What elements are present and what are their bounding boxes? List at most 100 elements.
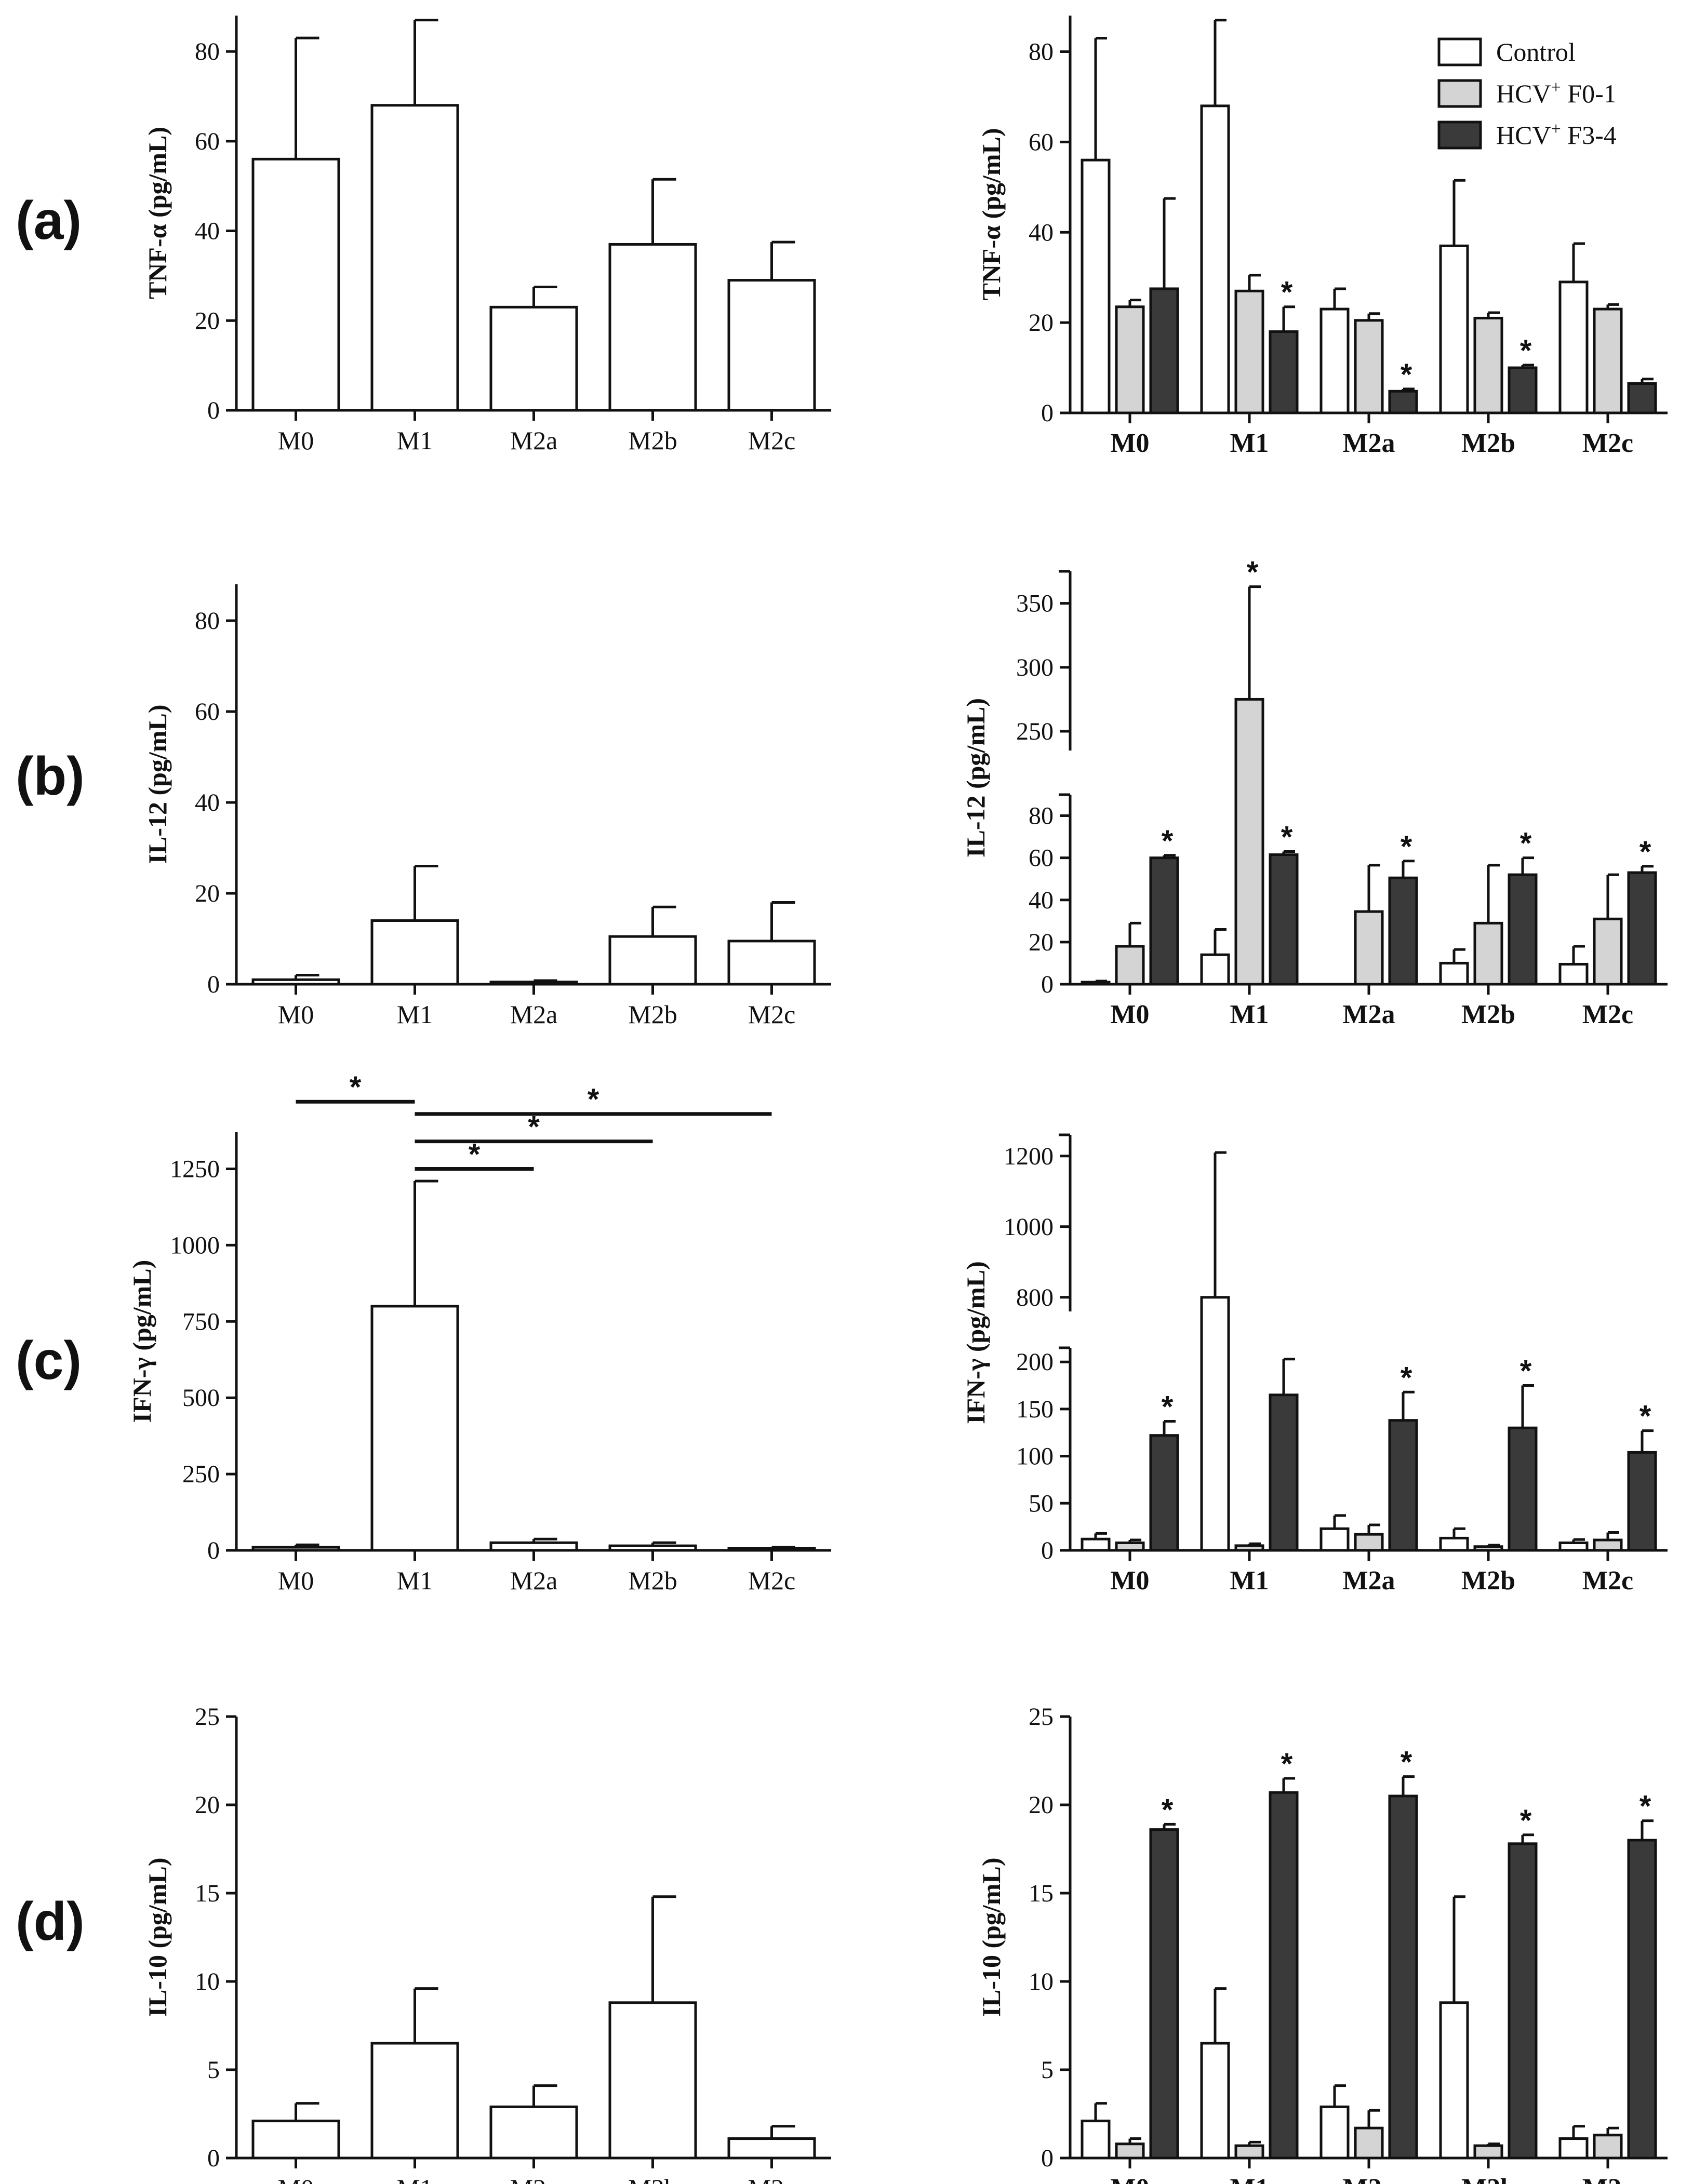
bar <box>1473 1545 1503 1552</box>
x-tick-label: M2a <box>510 1000 558 1029</box>
y-tick-label: 5 <box>1041 2056 1054 2084</box>
significance-star: * <box>1520 334 1532 368</box>
bar <box>489 305 578 412</box>
significance-star: * <box>1162 1793 1174 1827</box>
bar <box>1269 1394 1299 1552</box>
x-tick-label: M2c <box>1582 428 1633 458</box>
bar <box>1115 1541 1145 1552</box>
y-tick-label: 1200 <box>1004 1143 1054 1170</box>
panel-label-c: (c) <box>16 1331 82 1391</box>
y-tick-label: 0 <box>207 2145 220 2172</box>
significance-star: * <box>1281 821 1293 854</box>
y-tick-label: 0 <box>207 397 220 424</box>
y-tick-label: 15 <box>195 1880 220 1907</box>
bar <box>1439 961 1469 986</box>
y-tick-label: 10 <box>195 1968 220 1995</box>
bar <box>489 1541 578 1552</box>
bracket-star: * <box>588 1083 599 1117</box>
y-tick-label: 750 <box>182 1308 220 1335</box>
bar <box>1354 1533 1384 1552</box>
x-tick-label: M2b <box>628 426 677 455</box>
x-tick-label: M2a <box>1342 1000 1395 1029</box>
y-tick-label: 350 <box>1016 590 1054 618</box>
bar <box>1558 962 1589 986</box>
x-tick-label: M2c <box>748 1566 796 1595</box>
bar <box>1319 2105 1350 2160</box>
bar <box>251 2120 340 2160</box>
bracket-star: * <box>469 1138 481 1172</box>
bar <box>1200 104 1230 414</box>
x-tick-label: M1 <box>397 2174 433 2184</box>
bar <box>1558 2137 1589 2160</box>
x-tick-label: M2c <box>748 1000 796 1029</box>
y-tick-label: 5 <box>207 2056 220 2084</box>
chart-a-right: 0 20 40 60 80 TNF-α (pg/mL) M0 M1 * M2a * M2b * M2c Co… <box>977 16 1668 458</box>
x-tick-label: M2b <box>628 2174 677 2184</box>
y-tick-label: 80 <box>195 607 220 635</box>
panel-label-b: (b) <box>16 746 85 807</box>
bracket-star: * <box>528 1110 540 1144</box>
bar <box>1234 698 1264 986</box>
bar <box>1234 2144 1264 2160</box>
significance-star: * <box>1520 1804 1532 1838</box>
bar <box>1149 856 1179 986</box>
y-tick-label: 60 <box>1029 128 1054 156</box>
x-tick-label: M2a <box>510 426 558 455</box>
bar <box>1508 1426 1538 1552</box>
significance-star: * <box>1401 358 1412 392</box>
x-tick-label: M2c <box>748 426 796 455</box>
y-tick-label: 1000 <box>170 1231 220 1259</box>
bar <box>1508 873 1538 986</box>
significance-star: * <box>1520 827 1532 861</box>
bar <box>370 2042 459 2160</box>
y-tick-label: 40 <box>1029 219 1054 246</box>
bar <box>1081 2120 1111 2160</box>
bar <box>489 2105 578 2160</box>
x-tick-label: M2a <box>1342 428 1395 458</box>
bar <box>1319 307 1350 414</box>
y-tick-label: 100 <box>1016 1443 1054 1470</box>
bar <box>1388 1419 1418 1552</box>
y-axis-label: IFN-γ (pg/mL) <box>961 1261 990 1424</box>
x-tick-label: M1 <box>397 1000 433 1029</box>
chart-b-left: 0 20 40 60 80 IL-12 (pg/mL) M0 M1 M2a M2b M2c <box>143 584 831 1029</box>
bar <box>1149 287 1179 414</box>
bar <box>608 2001 697 2160</box>
bar <box>370 104 459 412</box>
y-tick-label: 200 <box>1016 1348 1054 1376</box>
bar <box>727 1547 816 1552</box>
bar <box>1081 1537 1111 1552</box>
panel-label-a: (a) <box>16 191 82 251</box>
bar <box>1200 953 1230 986</box>
y-axis-label: IFN-γ (pg/mL) <box>127 1260 156 1423</box>
legend: Control HCV+ F0-1 HCV+ F3-4 <box>1437 37 1617 150</box>
x-tick-label: M2c <box>1582 1566 1633 1596</box>
bar <box>1115 945 1145 986</box>
significance-star: * <box>1401 1361 1412 1395</box>
y-tick-label: 10 <box>1029 1968 1054 1995</box>
x-tick-label: M2c <box>1582 1000 1633 1029</box>
bar <box>1593 2134 1623 2160</box>
bar <box>251 157 340 412</box>
y-tick-label: 60 <box>195 128 220 155</box>
bar <box>1593 1538 1623 1552</box>
y-tick-label: 20 <box>1029 929 1054 956</box>
bar <box>1627 382 1657 414</box>
legend-swatch <box>1437 37 1482 66</box>
y-tick-label: 250 <box>1016 718 1054 745</box>
chart-a-left: 0 20 40 60 80 TNF-α (pg/mL) M0 M1 M2a M2b M2c <box>143 16 831 455</box>
bar <box>608 935 697 986</box>
bar <box>1388 1794 1418 2160</box>
bar <box>370 1305 459 1552</box>
y-tick-label: 0 <box>1041 2145 1054 2172</box>
legend-label: HCV+ F3-4 <box>1496 119 1617 150</box>
bar <box>1439 244 1469 414</box>
y-axis-label: IL-10 (pg/mL) <box>977 1858 1006 2017</box>
x-tick-label: M2c <box>748 2174 796 2184</box>
x-tick-label: M1 <box>1230 428 1269 458</box>
x-tick-label: M2b <box>1461 1566 1515 1596</box>
significance-star: * <box>1401 830 1412 864</box>
y-tick-label: 25 <box>1029 1703 1054 1731</box>
x-tick-label: M0 <box>1110 1000 1149 1029</box>
bar <box>1508 1842 1538 2160</box>
